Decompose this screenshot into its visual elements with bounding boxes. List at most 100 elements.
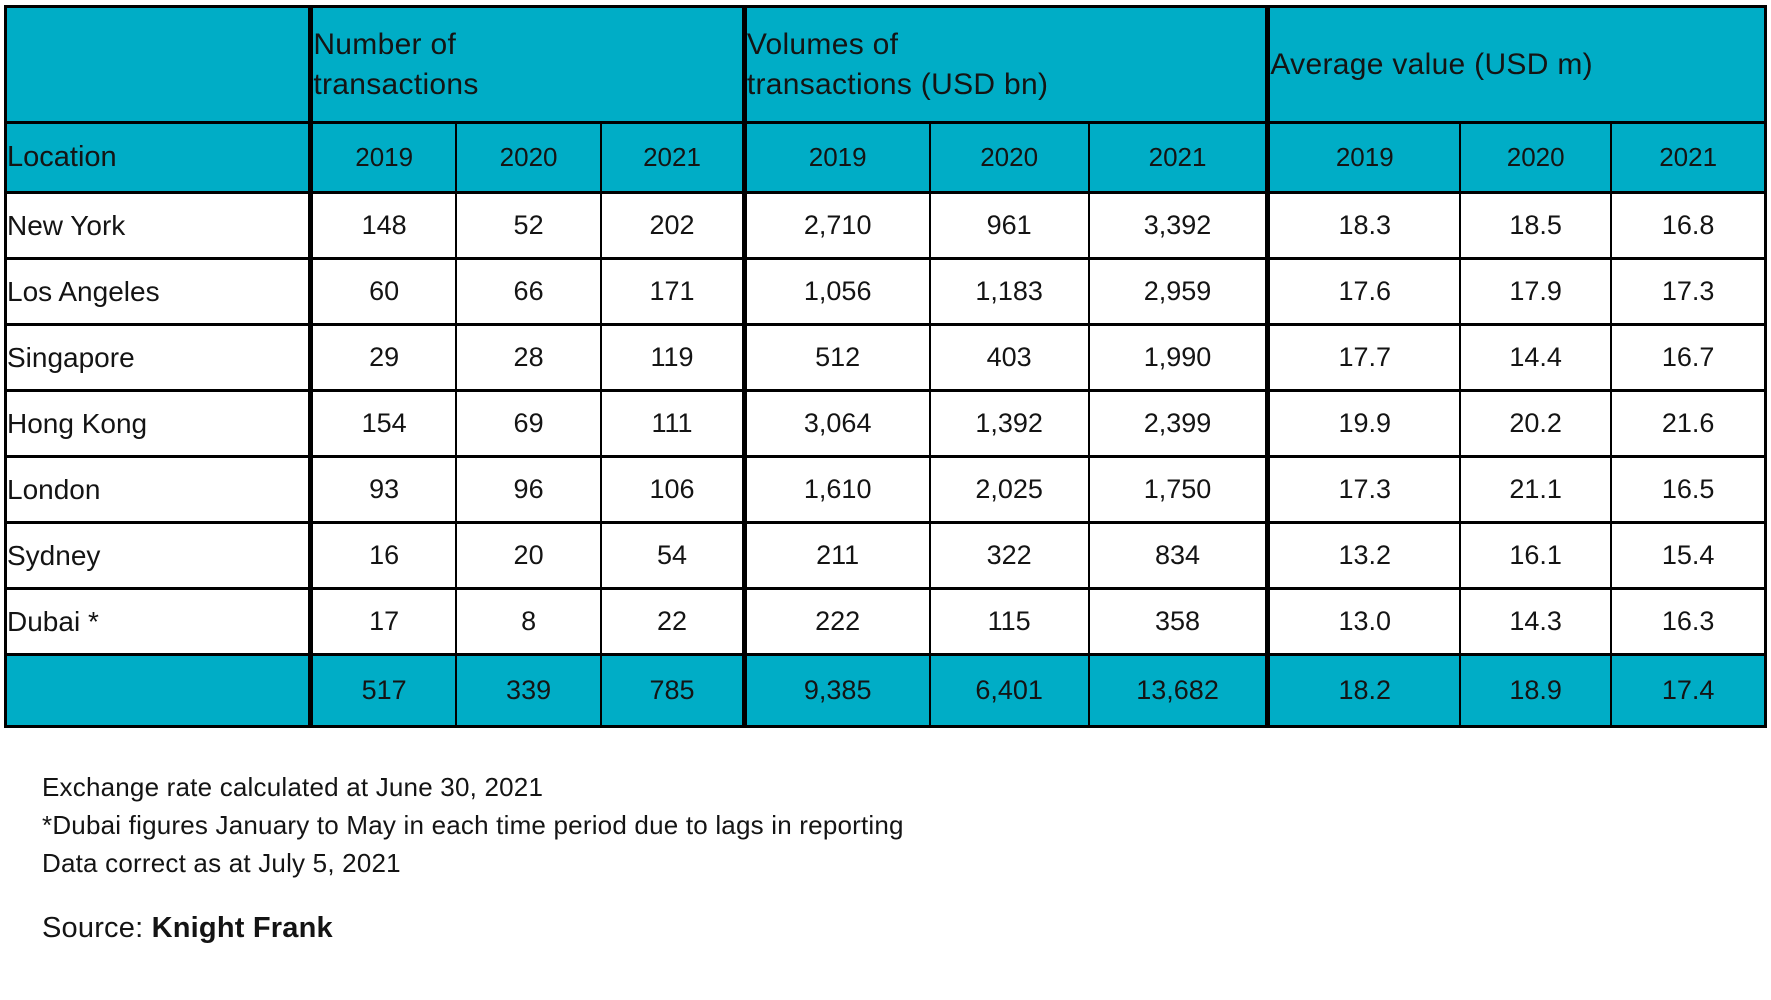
location-cell: Sydney — [4, 521, 312, 590]
year-header: 2020 — [928, 121, 1090, 194]
data-cell: 1,056 — [741, 257, 931, 326]
year-header-row: Location 2019 2020 2021 2019 2020 2021 2… — [4, 121, 1767, 194]
total-cell: 9,385 — [741, 653, 931, 728]
data-cell: 322 — [928, 521, 1090, 590]
transactions-table: Number of transactions Volumes of transa… — [4, 5, 1767, 728]
year-header: 2019 — [741, 121, 931, 194]
data-cell: 2,710 — [741, 191, 931, 260]
data-cell: 2,025 — [928, 455, 1090, 524]
year-header: 2020 — [454, 121, 603, 194]
data-cell: 96 — [454, 455, 603, 524]
data-cell: 17.7 — [1265, 323, 1462, 392]
total-cell: 13,682 — [1087, 653, 1269, 728]
year-header: 2021 — [1610, 121, 1767, 194]
year-header: 2021 — [1087, 121, 1269, 194]
data-cell: 16.5 — [1610, 455, 1767, 524]
data-cell: 14.3 — [1459, 587, 1613, 656]
table-container: Number of transactions Volumes of transa… — [4, 5, 1767, 728]
data-cell: 17.9 — [1459, 257, 1613, 326]
data-cell: 20.2 — [1459, 389, 1613, 458]
group-header-row: Number of transactions Volumes of transa… — [4, 5, 1767, 124]
location-cell: London — [4, 455, 312, 524]
location-cell: Los Angeles — [4, 257, 312, 326]
data-cell: 17 — [308, 587, 458, 656]
data-cell: 211 — [741, 521, 931, 590]
location-cell: Hong Kong — [4, 389, 312, 458]
year-header: 2019 — [308, 121, 458, 194]
total-cell: 6,401 — [928, 653, 1090, 728]
data-cell: 834 — [1087, 521, 1269, 590]
data-cell: 1,750 — [1087, 455, 1269, 524]
data-cell: 20 — [454, 521, 603, 590]
total-cell: 17.4 — [1610, 653, 1767, 728]
total-cell: 339 — [454, 653, 603, 728]
data-cell: 222 — [741, 587, 931, 656]
data-cell: 16.1 — [1459, 521, 1613, 590]
table-row-singapore: Singapore 29 28 119 512 403 1,990 17.7 1… — [4, 323, 1767, 392]
source-label: Source: — [42, 912, 144, 944]
data-cell: 18.3 — [1265, 191, 1462, 260]
source-name: Knight Frank — [151, 912, 333, 944]
data-cell: 115 — [928, 587, 1090, 656]
total-cell: 785 — [600, 653, 746, 728]
table-row-dubai: Dubai * 17 8 22 222 115 358 13.0 14.3 16… — [4, 587, 1767, 656]
data-cell: 106 — [600, 455, 746, 524]
data-cell: 16.8 — [1610, 191, 1767, 260]
source-line: Source: Knight Frank — [42, 912, 1771, 945]
data-cell: 54 — [600, 521, 746, 590]
data-cell: 15.4 — [1610, 521, 1767, 590]
footnotes: Exchange rate calculated at June 30, 202… — [42, 768, 1771, 882]
data-cell: 3,064 — [741, 389, 931, 458]
location-cell: Singapore — [4, 323, 312, 392]
location-cell: Dubai * — [4, 587, 312, 656]
data-cell: 2,399 — [1087, 389, 1269, 458]
year-header: 2019 — [1265, 121, 1462, 194]
data-cell: 18.5 — [1459, 191, 1613, 260]
data-cell: 21.6 — [1610, 389, 1767, 458]
totals-location-cell — [4, 653, 312, 728]
data-cell: 19.9 — [1265, 389, 1462, 458]
group-header-number: Number of transactions — [308, 5, 746, 124]
data-cell: 13.0 — [1265, 587, 1462, 656]
location-header: Location — [4, 121, 312, 194]
total-cell: 18.2 — [1265, 653, 1462, 728]
data-cell: 403 — [928, 323, 1090, 392]
data-cell: 16 — [308, 521, 458, 590]
data-cell: 119 — [600, 323, 746, 392]
data-cell: 1,183 — [928, 257, 1090, 326]
data-cell: 358 — [1087, 587, 1269, 656]
data-cell: 17.3 — [1265, 455, 1462, 524]
data-cell: 14.4 — [1459, 323, 1613, 392]
data-cell: 60 — [308, 257, 458, 326]
location-cell: New York — [4, 191, 312, 260]
group-header-volume: Volumes of transactions (USD bn) — [741, 5, 1269, 124]
data-cell: 8 — [454, 587, 603, 656]
data-cell: 93 — [308, 455, 458, 524]
data-cell: 52 — [454, 191, 603, 260]
data-cell: 111 — [600, 389, 746, 458]
data-cell: 21.1 — [1459, 455, 1613, 524]
data-cell: 171 — [600, 257, 746, 326]
data-cell: 148 — [308, 191, 458, 260]
data-cell: 28 — [454, 323, 603, 392]
data-cell: 29 — [308, 323, 458, 392]
data-cell: 1,392 — [928, 389, 1090, 458]
table-row-london: London 93 96 106 1,610 2,025 1,750 17.3 … — [4, 455, 1767, 524]
data-cell: 154 — [308, 389, 458, 458]
year-header: 2021 — [600, 121, 746, 194]
data-cell: 3,392 — [1087, 191, 1269, 260]
data-cell: 22 — [600, 587, 746, 656]
data-cell: 13.2 — [1265, 521, 1462, 590]
data-cell: 961 — [928, 191, 1090, 260]
data-cell: 17.3 — [1610, 257, 1767, 326]
footnote-data-correct: Data correct as at July 5, 2021 — [42, 848, 401, 878]
totals-row: 517 339 785 9,385 6,401 13,682 18.2 18.9… — [4, 653, 1767, 728]
corner-cell — [4, 5, 312, 124]
table-row-hong-kong: Hong Kong 154 69 111 3,064 1,392 2,399 1… — [4, 389, 1767, 458]
footnote-exchange-rate: Exchange rate calculated at June 30, 202… — [42, 772, 544, 802]
footnote-dubai: *Dubai figures January to May in each ti… — [42, 810, 904, 840]
data-cell: 512 — [741, 323, 931, 392]
data-cell: 202 — [600, 191, 746, 260]
data-cell: 16.7 — [1610, 323, 1767, 392]
data-cell: 1,990 — [1087, 323, 1269, 392]
